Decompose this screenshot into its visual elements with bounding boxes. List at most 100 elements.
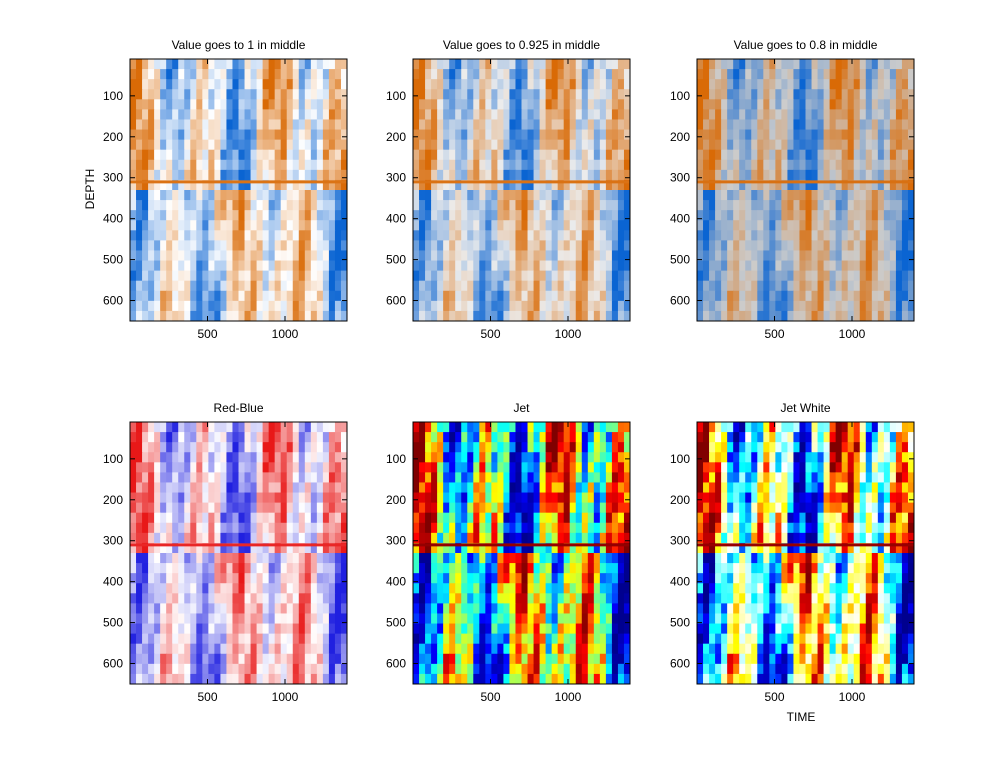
heatmap-cell (334, 593, 342, 604)
heatmap-cell (799, 99, 807, 110)
heatmap-cell (250, 563, 258, 574)
heatmap-cell (539, 89, 547, 100)
heatmap-cell (883, 240, 891, 252)
heatmap-cell (419, 200, 426, 211)
heatmap-cell (322, 573, 330, 584)
heatmap-cell (697, 452, 704, 463)
heatmap-cell (154, 240, 161, 252)
heatmap-cell (244, 452, 252, 463)
heatmap-cell (431, 643, 438, 655)
heatmap-cell (202, 109, 209, 121)
heatmap-cell (563, 290, 571, 302)
heatmap-cell (419, 633, 426, 645)
heatmap-cell (413, 310, 420, 321)
heatmap-cell (208, 542, 215, 554)
heatmap-cell (593, 200, 601, 211)
heatmap-cell (262, 653, 270, 665)
heatmap-cell (286, 452, 294, 463)
heatmap-cell (563, 563, 571, 574)
heatmap-cell (859, 310, 867, 321)
heatmap-cell (256, 512, 264, 524)
heatmap-cell (563, 643, 571, 655)
heatmap-cell (425, 553, 432, 564)
heatmap-cell (334, 159, 342, 171)
heatmap-cell (304, 149, 312, 161)
heatmap-cell (286, 573, 294, 584)
heatmap-cell (703, 270, 710, 282)
heatmap-cell (739, 59, 746, 70)
heatmap-cell (467, 462, 474, 473)
heatmap-cell (721, 462, 728, 473)
heatmap-cell (190, 482, 197, 494)
heatmap-cell (160, 563, 167, 574)
heatmap-cell (449, 492, 456, 504)
heatmap-cell (298, 653, 306, 665)
heatmap-cell (787, 149, 795, 161)
heatmap-cell (617, 603, 625, 615)
heatmap-cell (196, 280, 203, 292)
heatmap-cell (130, 663, 137, 675)
heatmap-cell (196, 482, 203, 494)
heatmap-cell (811, 139, 819, 151)
heatmap-cell (220, 240, 228, 252)
heatmap-cell (310, 240, 318, 252)
panel-title: Value goes to 1 in middle (172, 38, 306, 52)
heatmap-cell (479, 653, 486, 665)
heatmap-cell (775, 129, 782, 141)
heatmap-cell (533, 300, 541, 312)
heatmap-cell (527, 653, 535, 665)
heatmap-cell (232, 190, 240, 201)
heatmap-cell (238, 280, 246, 292)
heatmap-cell (907, 109, 914, 121)
heatmap-cell (883, 220, 891, 231)
heatmap-cell (310, 603, 318, 615)
heatmap-cell (467, 260, 474, 272)
heatmap-cell (811, 462, 819, 473)
heatmap-cell (413, 542, 420, 554)
heatmap-cell (340, 583, 347, 594)
heatmap-cell (539, 583, 547, 594)
heatmap-cell (244, 532, 252, 544)
heatmap-cell (557, 542, 565, 554)
heatmap-cell (551, 673, 559, 684)
heatmap-cell (503, 99, 511, 110)
heatmap-cell (322, 673, 330, 684)
heatmap-cell (340, 159, 347, 171)
heatmap-cell (160, 59, 167, 70)
heatmap-cell (202, 492, 209, 504)
heatmap-cell (491, 179, 498, 191)
heatmap-cell (322, 79, 330, 90)
heatmap-cell (130, 603, 137, 615)
heatmap-cell (491, 452, 498, 463)
heatmap-cell (214, 573, 222, 584)
heatmap-cell (461, 663, 468, 675)
heatmap-cell (835, 250, 843, 262)
heatmap-cell (889, 310, 897, 321)
heatmap-cell (793, 139, 801, 151)
heatmap-cell (238, 260, 246, 272)
heatmap-cell (431, 512, 438, 524)
heatmap-cell (727, 310, 734, 321)
heatmap-cell (709, 422, 716, 433)
heatmap-cell (340, 79, 347, 90)
heatmap-cell (431, 240, 438, 252)
heatmap-cell (130, 149, 137, 161)
heatmap-cell (256, 179, 264, 191)
heatmap-cell (697, 89, 704, 100)
heatmap-cell (298, 422, 306, 433)
heatmap-cell (202, 432, 209, 443)
heatmap-cell (605, 422, 613, 433)
heatmap-cell (413, 260, 420, 272)
heatmap-cell (166, 522, 173, 534)
heatmap-cell (467, 553, 474, 564)
heatmap-cell (709, 270, 716, 282)
heatmap-cell (703, 129, 710, 141)
heatmap-cell (533, 452, 541, 463)
heatmap-cell (479, 643, 486, 655)
heatmap-cell (160, 230, 167, 241)
heatmap-cell (605, 442, 613, 453)
heatmap-cell (865, 59, 873, 70)
heatmap-cell (340, 663, 347, 675)
heatmap-cell (721, 230, 728, 241)
heatmap-cell (763, 220, 770, 231)
